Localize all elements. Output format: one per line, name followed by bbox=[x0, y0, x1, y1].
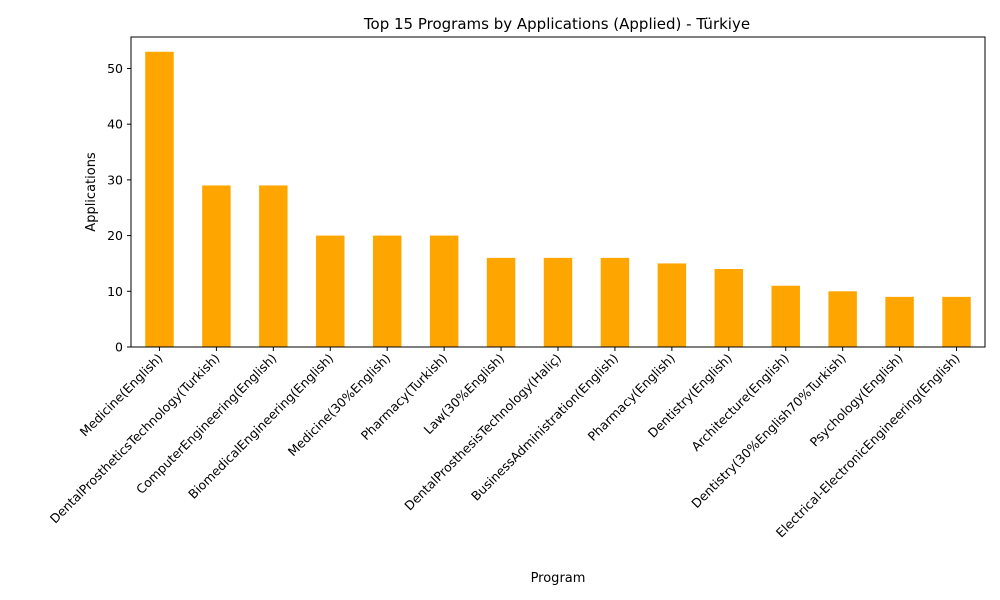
y-tick-label: 20 bbox=[107, 228, 123, 243]
y-axis: 0 10 20 30 40 50 bbox=[107, 61, 131, 355]
bar bbox=[202, 185, 231, 347]
bar bbox=[372, 235, 402, 347]
bar bbox=[657, 263, 687, 347]
bars-group bbox=[145, 51, 971, 348]
y-tick-label: 30 bbox=[107, 172, 123, 187]
bar bbox=[600, 257, 630, 347]
x-axis-label: Program bbox=[531, 571, 586, 586]
x-tick-label: Architecture(English) bbox=[688, 351, 792, 455]
chart-title: Top 15 Programs by Applications (Applied… bbox=[363, 15, 750, 33]
bar bbox=[543, 257, 573, 347]
bar bbox=[771, 285, 800, 347]
bar bbox=[714, 269, 744, 347]
y-tick-label: 10 bbox=[107, 284, 123, 299]
y-axis-label: Applications bbox=[84, 152, 99, 232]
bar bbox=[429, 235, 459, 347]
x-tick-label: Psychology(English) bbox=[807, 351, 906, 450]
x-axis: Medicine(English)DentalProstheticsTechno… bbox=[47, 347, 963, 540]
bar bbox=[885, 296, 914, 347]
bar bbox=[316, 235, 345, 347]
bar bbox=[486, 257, 516, 347]
x-tick-label: Medicine(30%English) bbox=[285, 351, 394, 460]
bar bbox=[259, 185, 288, 347]
y-tick-label: 40 bbox=[107, 117, 123, 132]
bar bbox=[145, 51, 174, 348]
bar bbox=[942, 296, 971, 347]
bar bbox=[828, 291, 857, 347]
plot-frame bbox=[130, 36, 986, 348]
y-tick-label: 50 bbox=[107, 61, 123, 76]
y-tick-label: 0 bbox=[115, 340, 123, 355]
